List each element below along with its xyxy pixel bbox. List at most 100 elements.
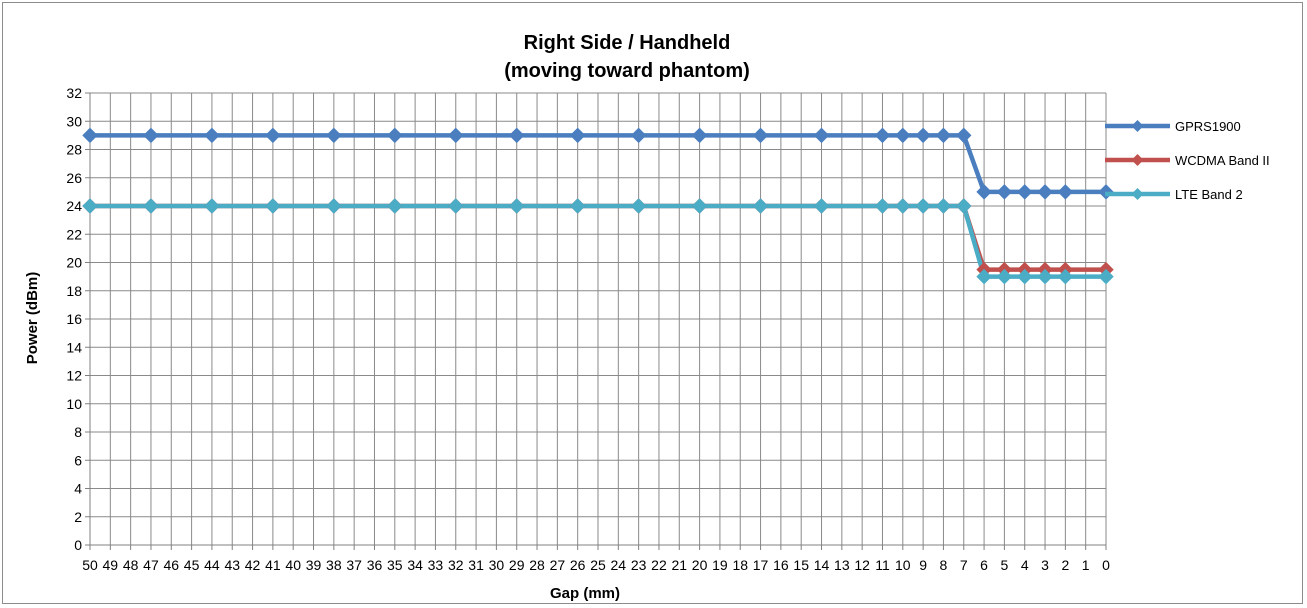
data-point xyxy=(976,268,992,285)
x-tick-label: 44 xyxy=(204,557,220,573)
data-point xyxy=(448,198,464,214)
grid-lines xyxy=(89,92,1107,545)
chart-title-line2: (moving toward phantom) xyxy=(504,60,750,82)
y-tick-label: 28 xyxy=(66,142,82,158)
x-tick-label: 13 xyxy=(834,557,850,573)
x-tick-label: 18 xyxy=(732,557,748,573)
x-tick-label: 12 xyxy=(854,557,870,573)
x-tick-label: 49 xyxy=(103,557,119,573)
data-point xyxy=(874,198,891,214)
data-point xyxy=(996,268,1013,285)
x-tick-label: 38 xyxy=(326,557,342,573)
x-tick-label: 29 xyxy=(509,557,525,573)
data-point xyxy=(204,198,220,214)
x-tick-label: 34 xyxy=(407,557,423,573)
x-tick-label: 11 xyxy=(875,557,890,573)
data-point xyxy=(956,198,972,214)
x-tick-label: 48 xyxy=(123,557,139,573)
x-tick-label: 24 xyxy=(611,557,627,573)
legend-marker xyxy=(1131,154,1144,166)
x-tick-label: 10 xyxy=(895,557,911,573)
y-tick-label: 4 xyxy=(74,481,82,497)
data-point xyxy=(1017,268,1033,285)
data-point xyxy=(630,198,647,214)
data-point xyxy=(956,127,972,144)
x-tick-label: 23 xyxy=(631,557,647,573)
x-tick-label: 40 xyxy=(285,557,301,573)
x-tick-label: 47 xyxy=(143,557,159,573)
data-point xyxy=(387,127,403,144)
x-tick-label: 15 xyxy=(793,557,809,573)
data-point xyxy=(143,198,159,214)
y-tick-label: 16 xyxy=(66,311,82,327)
data-point xyxy=(448,127,464,144)
x-tick-label: 27 xyxy=(550,557,566,573)
data-point xyxy=(1037,184,1053,200)
data-point xyxy=(752,127,769,144)
y-tick-label: 14 xyxy=(66,339,82,355)
x-tick-label: 2 xyxy=(1061,557,1069,573)
data-point xyxy=(895,127,911,144)
y-tick-label: 0 xyxy=(74,537,82,553)
legend-label: WCDMA Band II xyxy=(1175,153,1270,168)
y-tick-label: 2 xyxy=(74,509,82,525)
data-point xyxy=(326,198,342,214)
x-tick-label: 30 xyxy=(489,557,505,573)
data-point xyxy=(895,198,911,214)
x-tick-label: 39 xyxy=(306,557,322,573)
data-point xyxy=(1037,268,1053,285)
x-tick-label: 32 xyxy=(448,557,464,573)
y-tick-label: 32 xyxy=(66,85,82,101)
data-point xyxy=(752,198,769,214)
data-point xyxy=(691,198,708,214)
data-point xyxy=(509,198,525,214)
y-tick-label: 6 xyxy=(74,452,82,468)
y-tick-label: 8 xyxy=(74,424,82,440)
data-point xyxy=(915,198,931,214)
data-point xyxy=(265,127,281,144)
data-point xyxy=(1017,184,1033,200)
x-tick-label: 36 xyxy=(367,557,383,573)
data-point xyxy=(691,127,708,144)
x-tick-label: 17 xyxy=(753,557,769,573)
y-tick-label: 24 xyxy=(66,198,82,214)
x-tick-label: 5 xyxy=(1001,557,1009,573)
x-tick-label: 31 xyxy=(468,557,484,573)
x-tick-labels: 50 49 48 47 46 45 44 43 42 41 40 39 38 37 36 35 34 33 32 31… xyxy=(82,557,1110,573)
x-tick-label: 8 xyxy=(940,557,948,573)
x-tick-label: 22 xyxy=(651,557,667,573)
y-tick-label: 26 xyxy=(66,170,82,186)
x-tick-label: 7 xyxy=(960,557,968,573)
legend: GPRS1900 WCDMA Band II LTE Band 2 xyxy=(1105,119,1270,202)
series-markers xyxy=(82,127,1114,285)
data-point xyxy=(813,198,830,214)
x-tick-label: 6 xyxy=(980,557,988,573)
data-point xyxy=(509,127,525,144)
x-tick-label: 4 xyxy=(1021,557,1029,573)
data-point xyxy=(204,127,220,144)
x-tick-label: 19 xyxy=(712,557,728,573)
x-tick-label: 43 xyxy=(224,557,240,573)
x-tick-label: 14 xyxy=(814,557,830,573)
data-point xyxy=(1098,268,1114,285)
x-tick-label: 0 xyxy=(1102,557,1110,573)
x-tick-label: 37 xyxy=(346,557,362,573)
x-tick-label: 42 xyxy=(245,557,261,573)
data-point xyxy=(265,198,281,214)
data-point xyxy=(630,127,647,144)
x-tick-label: 33 xyxy=(428,557,444,573)
data-point xyxy=(1057,268,1074,285)
y-tick-label: 10 xyxy=(66,396,82,412)
data-point xyxy=(326,127,342,144)
x-tick-label: 26 xyxy=(570,557,586,573)
data-point xyxy=(996,184,1013,200)
data-point xyxy=(569,127,586,144)
data-point xyxy=(935,198,952,214)
x-tick-label: 28 xyxy=(529,557,545,573)
data-point xyxy=(82,198,98,214)
x-axis-title: Gap (mm) xyxy=(550,585,620,602)
y-tick-label: 18 xyxy=(66,283,82,299)
data-point xyxy=(387,198,403,214)
